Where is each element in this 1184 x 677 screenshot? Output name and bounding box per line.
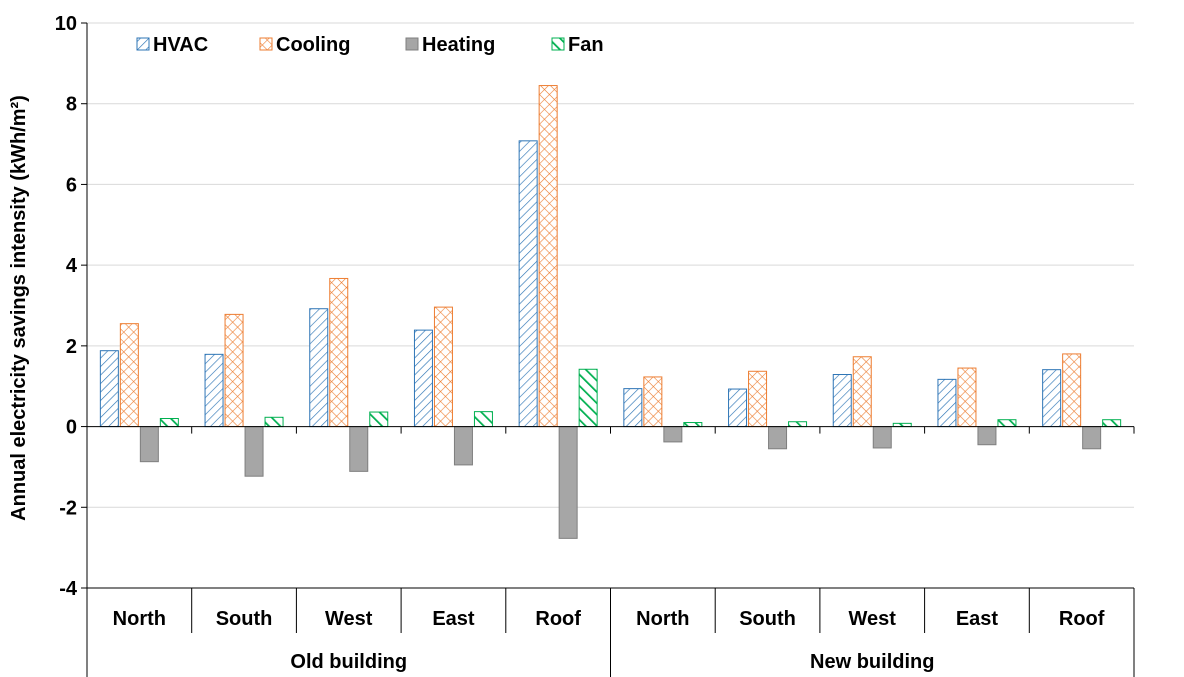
bar-hvac-9 <box>937 378 957 428</box>
x-group-label: Old building <box>290 651 407 673</box>
y-tick-label: 0 <box>66 417 77 439</box>
y-axis-ticks: -4 -2 0 2 4 6 8 10 <box>55 13 87 600</box>
legend-swatch-cooling <box>259 37 273 51</box>
x-category-label: North <box>636 608 689 630</box>
y-tick-label: 8 <box>66 94 77 116</box>
bar-hvac-10 <box>1042 369 1062 428</box>
x-category-label: East <box>432 608 475 630</box>
legend-label-fan: Fan <box>568 34 604 56</box>
x-category-label: South <box>216 608 273 630</box>
bar-heating-2 <box>244 426 264 477</box>
x-category-label: South <box>739 608 796 630</box>
bar-fan-4 <box>473 411 493 428</box>
bar-hvac-4 <box>413 329 433 428</box>
y-tick-label: 6 <box>66 174 77 196</box>
legend-swatch-hvac <box>136 37 150 51</box>
y-tick-label: -4 <box>59 578 78 600</box>
x-category-label: East <box>956 608 999 630</box>
bar-cooling-8 <box>852 356 872 428</box>
x-category-label: Roof <box>535 608 581 630</box>
bar-hvac-6 <box>623 388 643 428</box>
x-category-label: Roof <box>1059 608 1105 630</box>
bar-heating-9 <box>977 426 997 446</box>
gridlines <box>87 22 1134 589</box>
bar-heating-1 <box>139 426 159 463</box>
bar-heating-3 <box>349 426 369 472</box>
bar-heating-4 <box>453 426 473 466</box>
bar-hvac-2 <box>204 353 224 428</box>
bar-heating-8 <box>872 426 892 449</box>
bar-cooling-4 <box>433 306 453 428</box>
legend: HVAC Cooling Heating Fan <box>136 34 604 56</box>
bar-heating-6 <box>663 426 683 443</box>
y-axis-label: Annual electricity savings intensity (kW… <box>8 95 30 521</box>
x-group-label: New building <box>810 651 934 673</box>
bar-cooling-10 <box>1062 353 1082 428</box>
bar-fan-5 <box>578 368 598 428</box>
y-tick-label: 10 <box>55 13 77 35</box>
x-axis: North South West East Roof North South West East… <box>86 23 1135 677</box>
bar-hvac-1 <box>99 350 119 428</box>
legend-swatch-heating <box>405 37 419 51</box>
bar-fan-10 <box>1102 419 1122 428</box>
x-category-label: North <box>113 608 166 630</box>
bar-heating-7 <box>768 426 788 450</box>
bar-heating-10 <box>1082 426 1102 450</box>
y-tick-label: 4 <box>66 255 78 277</box>
bar-fan-3 <box>369 411 389 428</box>
bar-hvac-3 <box>309 308 329 428</box>
bar-fan-6 <box>683 422 703 428</box>
legend-label-cooling: Cooling <box>276 34 350 56</box>
bars <box>99 85 1122 539</box>
bar-fan-1 <box>159 418 179 428</box>
x-category-label: West <box>849 608 897 630</box>
bar-hvac-8 <box>832 374 852 428</box>
y-tick-label: 2 <box>66 336 77 358</box>
bar-cooling-3 <box>329 277 349 428</box>
x-category-label: West <box>325 608 373 630</box>
bar-fan-9 <box>997 419 1017 428</box>
bar-fan-2 <box>264 416 284 428</box>
bar-cooling-7 <box>748 370 768 428</box>
legend-swatch-fan <box>551 37 565 51</box>
y-tick-label: -2 <box>59 497 77 519</box>
legend-label-hvac: HVAC <box>153 34 208 56</box>
bar-hvac-5 <box>518 140 538 428</box>
bar-cooling-1 <box>119 323 139 428</box>
bar-cooling-2 <box>224 313 244 428</box>
bar-cooling-5 <box>538 85 558 428</box>
bar-cooling-9 <box>957 367 977 428</box>
legend-label-heating: Heating <box>422 34 495 56</box>
bar-hvac-7 <box>728 388 748 428</box>
bar-cooling-6 <box>643 376 663 428</box>
bar-fan-7 <box>788 421 808 428</box>
bar-heating-5 <box>558 426 578 539</box>
